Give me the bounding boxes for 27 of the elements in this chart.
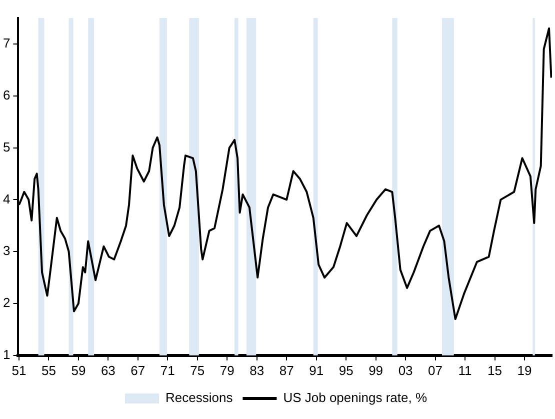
x-tick-label: 67 — [130, 362, 146, 378]
x-tick-label: 95 — [338, 362, 354, 378]
y-tick-label: 4 — [2, 191, 10, 206]
x-tick-label: 51 — [12, 362, 26, 378]
x-tick-label: 11 — [458, 362, 472, 378]
x-tick-label: 03 — [398, 362, 413, 378]
x-tick-label: 75 — [190, 362, 205, 378]
x-tick-label: 19 — [517, 362, 532, 378]
x-tick-label: 07 — [428, 362, 443, 378]
y-tick-label: 2 — [2, 295, 10, 310]
x-tick-label: 79 — [220, 362, 234, 378]
x-tick-label: 15 — [488, 362, 502, 378]
y-tick-label: 3 — [2, 243, 10, 258]
y-tick-label: 7 — [2, 36, 10, 51]
y-tick-label: 5 — [2, 139, 10, 154]
x-tick-label: 55 — [41, 362, 56, 378]
x-tick-label: 83 — [250, 362, 264, 378]
x-tick-label: 87 — [279, 362, 294, 378]
legend-label: US Job openings rate, % — [283, 390, 428, 406]
x-tick-label: 71 — [160, 362, 175, 378]
x-tick-label: 91 — [309, 362, 324, 378]
legend-label: Recessions — [166, 390, 234, 406]
x-tick-label: 99 — [368, 362, 384, 378]
x-tick-label: 59 — [71, 362, 86, 378]
y-tick-label: 1 — [2, 346, 10, 362]
x-tick-label: 63 — [100, 362, 116, 378]
y-tick-label: 6 — [2, 87, 10, 102]
